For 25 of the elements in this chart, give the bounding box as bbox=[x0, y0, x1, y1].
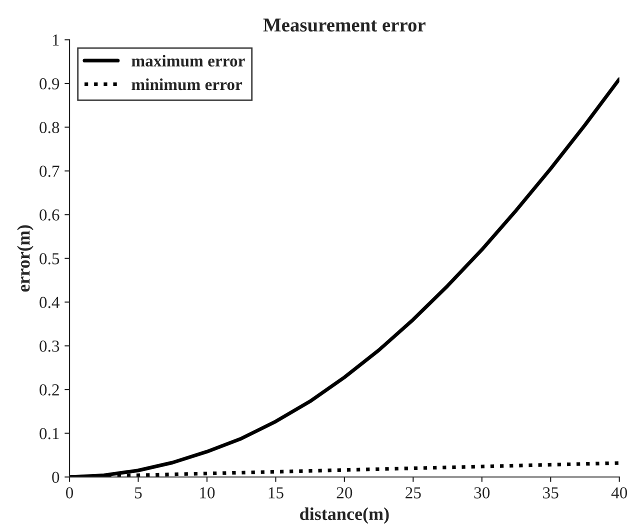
x-tick-label: 35 bbox=[543, 487, 558, 498]
y-tick-label: 0.7 bbox=[40, 166, 60, 177]
y-axis-title: error(m) bbox=[17, 225, 34, 292]
y-tick-label: 0.2 bbox=[40, 384, 59, 396]
x-tick-label: 20 bbox=[336, 487, 352, 498]
y-tick-label: 0 bbox=[52, 472, 60, 483]
y-tick-label: 0.3 bbox=[40, 340, 60, 352]
x-tick-label: 0 bbox=[66, 487, 74, 498]
y-tick-label: 0.6 bbox=[40, 209, 60, 221]
x-tick-label: 25 bbox=[406, 487, 421, 498]
x-tick-label: 15 bbox=[268, 487, 284, 498]
x-tick-label: 10 bbox=[200, 487, 215, 498]
x-tick-label: 30 bbox=[474, 487, 490, 498]
y-tick-label: 0.8 bbox=[40, 122, 60, 134]
x-tick-label: 40 bbox=[611, 487, 628, 498]
y-tick-label: 0.4 bbox=[40, 296, 60, 308]
y-tick-label: 1 bbox=[52, 34, 59, 46]
y-tick-label: 0.5 bbox=[40, 253, 60, 264]
y-tick-label: 0.1 bbox=[40, 428, 59, 440]
x-tick-label: 5 bbox=[135, 487, 142, 498]
x-axis-title: distance(m) bbox=[300, 507, 389, 524]
legend-label: minimum error bbox=[132, 78, 242, 90]
chart-title: Measurement error bbox=[263, 18, 426, 32]
legend-label: maximum error bbox=[132, 54, 245, 67]
y-tick-label: 0.9 bbox=[40, 78, 60, 90]
